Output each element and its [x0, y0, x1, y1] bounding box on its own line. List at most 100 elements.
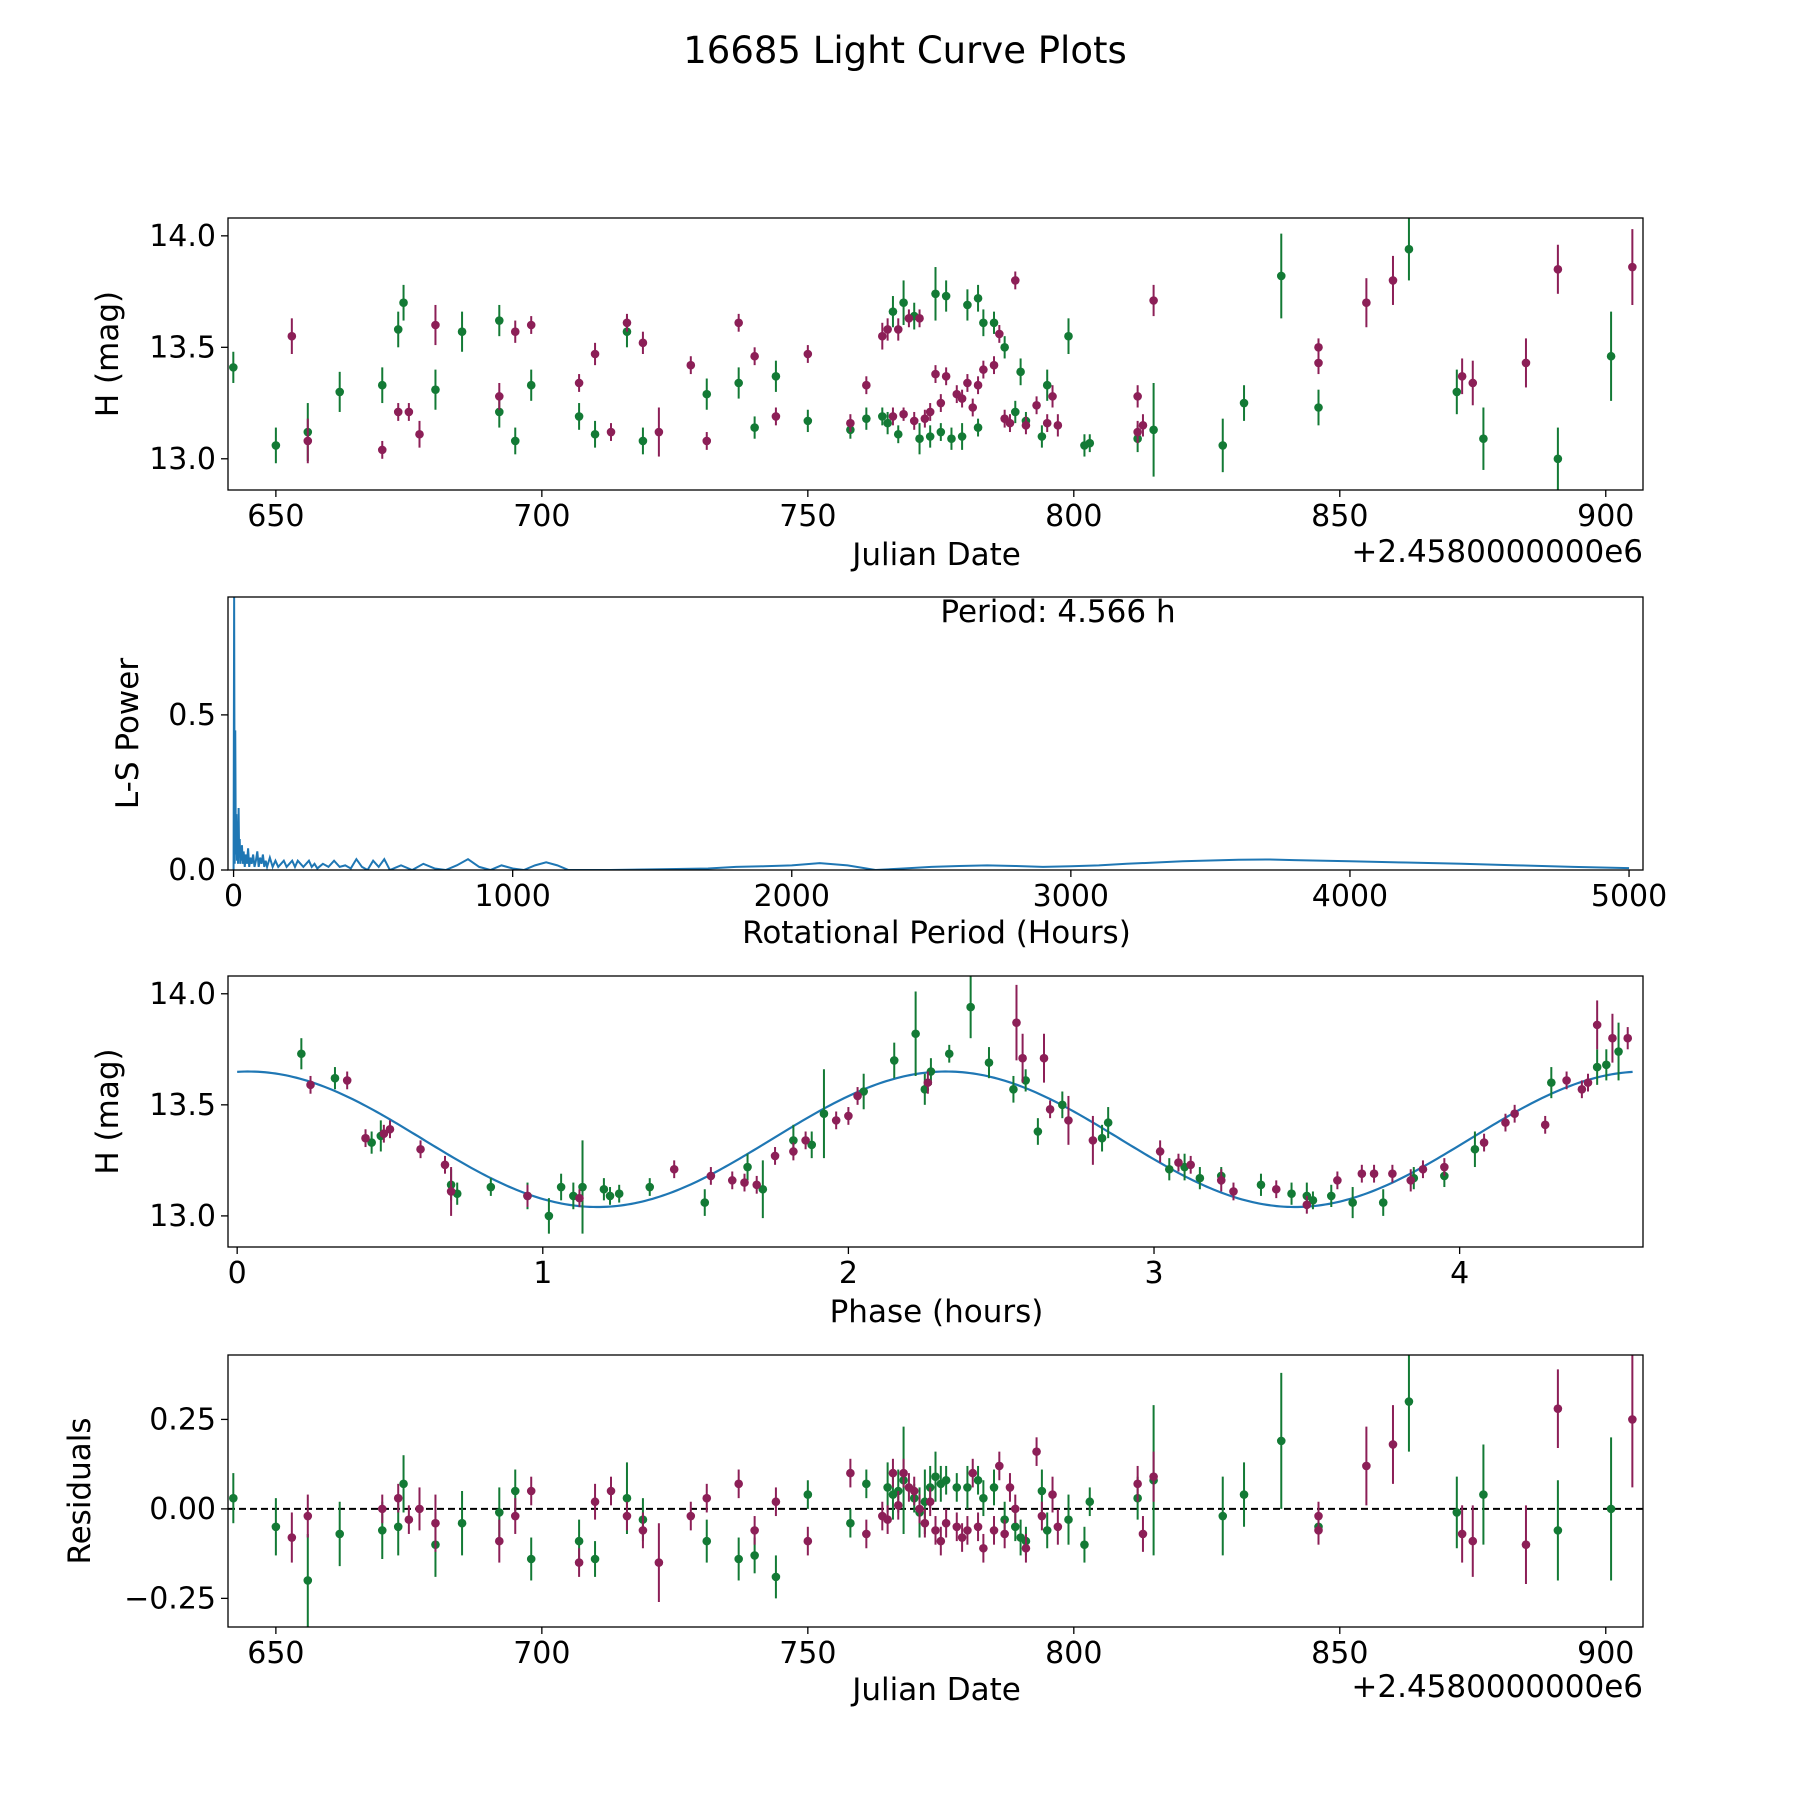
data-point-green — [758, 1184, 768, 1194]
data-point-green — [1103, 1118, 1113, 1127]
data-point-green — [1033, 1127, 1043, 1136]
data-point-magenta — [1457, 371, 1467, 381]
data-point-magenta — [1302, 1200, 1312, 1210]
data-point-magenta — [1521, 358, 1531, 368]
data-point-green — [1606, 351, 1616, 361]
data-point-green — [1602, 1060, 1611, 1070]
x-tick-label: 0 — [224, 879, 243, 914]
data-point-magenta — [989, 360, 999, 370]
x-tick-label: 900 — [1577, 1636, 1634, 1671]
data-point-magenta — [727, 1176, 737, 1185]
data-point-green — [1218, 441, 1228, 450]
data-point-green — [743, 1162, 752, 1172]
data-point-magenta — [923, 1078, 933, 1087]
x-tick-label: 1 — [533, 1256, 552, 1291]
data-point-magenta — [989, 1526, 999, 1535]
data-point-magenta — [638, 338, 648, 348]
data-point-magenta — [606, 1486, 616, 1496]
data-point-magenta — [1005, 1483, 1015, 1492]
plot-area — [229, 218, 1637, 490]
data-point-green — [1326, 1191, 1336, 1201]
data-point-green — [947, 434, 956, 444]
data-point-magenta — [1010, 276, 1020, 285]
data-point-magenta — [1216, 1176, 1226, 1185]
data-point-magenta — [1000, 1529, 1009, 1539]
plot-area — [237, 976, 1633, 1234]
data-point-green — [544, 1211, 554, 1221]
data-point-magenta — [287, 331, 297, 341]
data-point-green — [526, 380, 536, 390]
y-tick-label: 0.25 — [149, 1402, 216, 1437]
data-point-green — [893, 429, 903, 439]
data-point-green — [807, 1140, 817, 1150]
data-point-magenta — [1553, 264, 1563, 274]
data-point-magenta — [1314, 343, 1323, 352]
data-point-magenta — [494, 1536, 504, 1546]
data-point-green — [973, 423, 983, 432]
data-point-green — [393, 1522, 403, 1532]
data-point-magenta — [1510, 1109, 1519, 1119]
data-point-green — [819, 1109, 829, 1119]
data-point-magenta — [1174, 1158, 1183, 1167]
data-point-magenta — [771, 1497, 781, 1507]
data-point-green — [1378, 1198, 1388, 1207]
x-axis-offset-label: +2.4580000000e6 — [1351, 1669, 1643, 1705]
data-point-magenta — [379, 1129, 389, 1139]
data-point-green — [599, 1184, 609, 1194]
data-point-green — [526, 1554, 536, 1564]
axes-frame — [227, 975, 1644, 1248]
data-point-green — [771, 371, 781, 381]
data-point-magenta — [968, 403, 978, 412]
data-point-magenta — [846, 418, 855, 428]
data-point-magenta — [1032, 1447, 1041, 1456]
data-point-magenta — [1032, 400, 1041, 410]
data-point-green — [330, 1073, 340, 1083]
data-point-magenta — [702, 436, 712, 446]
model-fit-curve — [237, 1070, 1633, 1209]
data-point-magenta — [1155, 1147, 1165, 1156]
data-point-green — [803, 1490, 813, 1499]
data-point-green — [925, 1483, 935, 1492]
data-point-green — [622, 327, 632, 337]
data-point-green — [973, 1475, 983, 1485]
data-point-magenta — [909, 1486, 919, 1496]
data-point-green — [393, 325, 403, 334]
data-point-green — [1016, 367, 1025, 377]
data-point-magenta — [575, 1193, 584, 1203]
x-axis-label: Rotational Period (Hours) — [742, 915, 1131, 951]
x-tick-label: 3 — [1144, 1256, 1163, 1291]
y-axis-label: Residuals — [62, 1417, 98, 1564]
data-point-magenta — [1314, 1511, 1323, 1521]
data-point-magenta — [1133, 427, 1142, 437]
data-point-magenta — [846, 1468, 855, 1478]
data-point-green — [377, 380, 387, 390]
data-point-magenta — [706, 1171, 716, 1181]
data-point-magenta — [1457, 1529, 1467, 1539]
x-axis-label: Phase (hours) — [830, 1294, 1044, 1330]
data-point-magenta — [1138, 1529, 1148, 1539]
data-point-green — [989, 318, 999, 328]
data-point-green — [1195, 1173, 1205, 1183]
data-point-magenta — [904, 314, 914, 323]
data-point-green — [878, 412, 887, 421]
data-point-magenta — [1577, 1084, 1587, 1094]
data-point-magenta — [936, 398, 946, 408]
data-point-magenta — [963, 378, 972, 388]
data-point-magenta — [1468, 1536, 1478, 1546]
data-point-magenta — [606, 427, 616, 437]
data-point-green — [1239, 1490, 1249, 1499]
data-point-magenta — [416, 1144, 425, 1154]
data-point-magenta — [303, 436, 313, 446]
x-tick-label: 700 — [513, 499, 570, 534]
y-axis-label: H (mag) — [90, 291, 126, 417]
x-tick-label: 2000 — [754, 879, 830, 914]
data-point-magenta — [622, 1511, 632, 1521]
data-point-green — [590, 1554, 600, 1564]
data-point-magenta — [979, 1543, 988, 1553]
data-point-magenta — [1271, 1184, 1281, 1194]
data-point-green — [963, 1483, 972, 1492]
data-point-magenta — [287, 1533, 297, 1542]
data-point-magenta — [803, 1536, 813, 1546]
x-tick-label: 900 — [1577, 499, 1634, 534]
data-point-green — [1348, 1198, 1357, 1207]
